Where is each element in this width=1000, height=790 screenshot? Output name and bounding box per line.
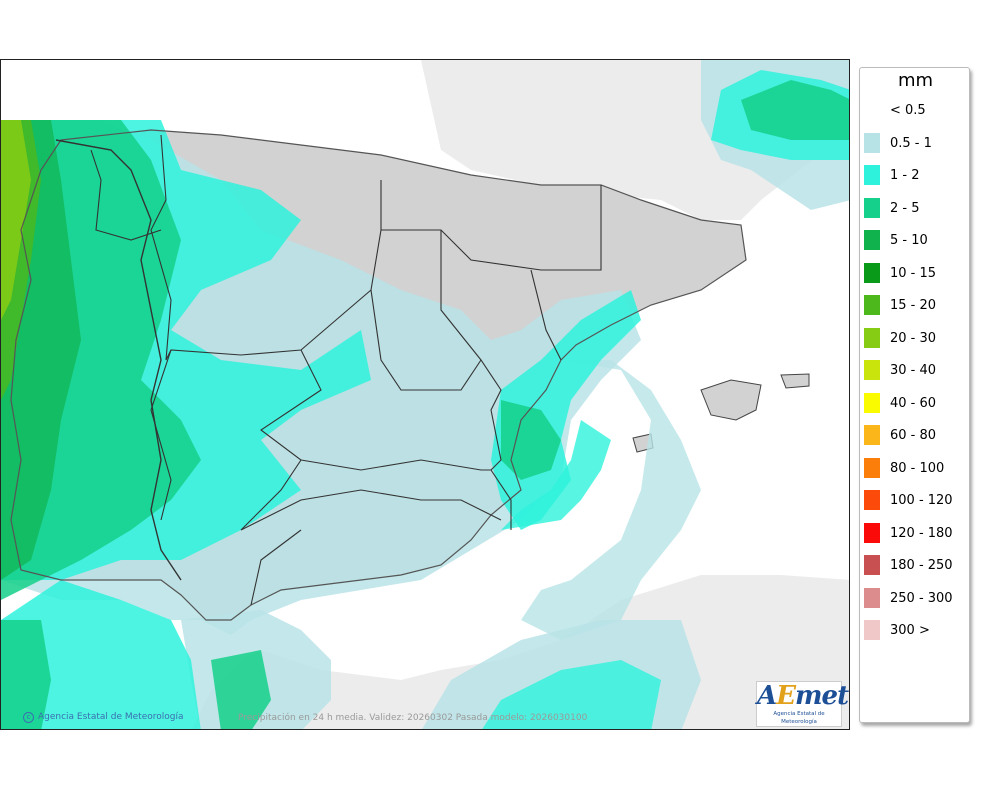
legend-label: < 0.5 [890, 103, 926, 118]
legend-label: 20 - 30 [890, 330, 937, 346]
aemet-logo-subtitle: Agencia Estatal de Meteorología [773, 711, 825, 725]
agency-credit: c Agencia Estatal de Meteorología [23, 712, 184, 723]
legend-label: 100 - 120 [890, 493, 953, 508]
precip-1-2-se [501, 420, 611, 530]
precipitation-legend: mm < 0.5 0.5 - 1 1 - 2 2 - 5 5 - 10 10 - 15 15… [859, 67, 970, 723]
legend-swatch [864, 587, 880, 608]
precip-2-5-east [501, 400, 561, 480]
legend-label: 15 - 20 [890, 298, 937, 313]
legend-entry: 250 - 300 [860, 587, 971, 608]
legend-entry: 300 > [860, 620, 971, 640]
legend-label: 40 - 60 [890, 395, 937, 411]
legend-label: 2 - 5 [890, 200, 920, 216]
legend-swatch [864, 425, 880, 445]
menorca [780, 373, 810, 389]
legend-entry: 40 - 60 [860, 392, 971, 413]
legend-entry: 80 - 100 [860, 457, 971, 478]
legend-swatch [864, 360, 880, 380]
legend-entry: 15 - 20 [860, 295, 971, 315]
precip-20-30 [1, 120, 31, 320]
legend-entry: 100 - 120 [860, 490, 971, 510]
legend-label: 30 - 40 [890, 363, 937, 378]
aemet-logo-mark: AEmet [757, 681, 849, 711]
legend-swatch [864, 262, 880, 283]
agency-credit-text: Agencia Estatal de Meteorología [38, 712, 184, 722]
map-canvas [1, 60, 849, 729]
legend-swatch [864, 522, 880, 543]
precip-0-5-1-east [521, 360, 701, 640]
mallorca [700, 379, 762, 421]
legend-entry: 10 - 15 [860, 262, 971, 283]
legend-label: 60 - 80 [890, 428, 937, 443]
legend-swatch [864, 165, 880, 185]
legend-label: 5 - 10 [890, 233, 928, 248]
precipitation-map[interactable]: c Agencia Estatal de Meteorología Precipi… [0, 59, 850, 730]
legend-entry: 20 - 30 [860, 327, 971, 348]
legend-label: 1 - 2 [890, 168, 920, 183]
legend-label: 120 - 180 [890, 525, 953, 541]
region-borders [90, 134, 602, 606]
legend-swatch [864, 295, 880, 315]
legend-entry: 180 - 250 [860, 555, 971, 575]
portugal-border [55, 139, 182, 581]
legend-entry: 60 - 80 [860, 425, 971, 445]
iberia-coastline [10, 129, 747, 621]
precip-1-2-africa [482, 660, 661, 729]
legend-unit: mm [897, 70, 934, 91]
legend-label: 0.5 - 1 [890, 135, 932, 151]
legend-swatch [864, 555, 880, 575]
legend-entry: 120 - 180 [860, 522, 971, 543]
legend-swatch [864, 392, 880, 413]
legend-entry: 30 - 40 [860, 360, 971, 380]
legend-label: 250 - 300 [890, 590, 953, 606]
legend-entry: < 0.5 [860, 100, 971, 120]
legend-swatch [864, 327, 880, 348]
legend-swatch [864, 132, 880, 153]
legend-label: 10 - 15 [890, 265, 937, 281]
precip-2-5-gib [211, 650, 271, 729]
legend-label: 80 - 100 [890, 460, 945, 476]
legend-swatch [864, 230, 880, 250]
precip-1-2-south [1, 580, 201, 729]
legend-swatch [864, 197, 880, 218]
validity-text: Precipitación en 24 h media. Validez: 20… [238, 713, 588, 723]
precip-2-5-ne [741, 80, 849, 140]
legend-entry: 0.5 - 1 [860, 132, 971, 153]
legend-label: 300 > [890, 623, 930, 638]
legend-entry: 5 - 10 [860, 230, 971, 250]
legend-entry: 1 - 2 [860, 165, 971, 185]
legend-swatch [864, 490, 880, 510]
legend-swatch [864, 457, 880, 478]
legend-label: 180 - 250 [890, 558, 953, 573]
copyright-icon: c [23, 712, 34, 723]
legend-entry: 2 - 5 [860, 197, 971, 218]
precip-2-5-south [1, 620, 51, 729]
aemet-logo: AEmet Agencia Estatal de Meteorología [756, 681, 849, 727]
legend-swatch [864, 620, 880, 640]
